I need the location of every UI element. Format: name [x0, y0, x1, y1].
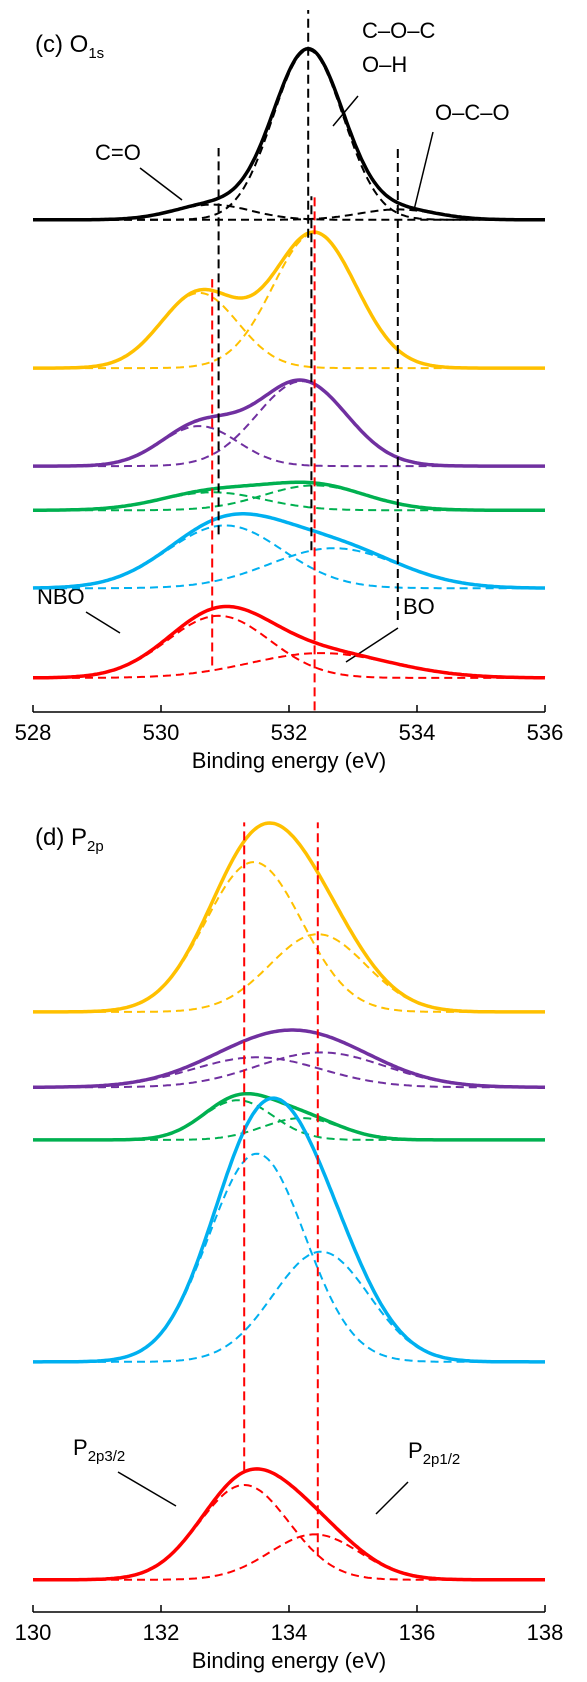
x-tick-label: 536: [527, 720, 564, 745]
annotation-main: P: [73, 1435, 88, 1460]
component-peak: [33, 1056, 545, 1089]
annotation: BO: [403, 594, 435, 619]
leader: [375, 1481, 409, 1515]
leader: [332, 95, 359, 127]
leader: [139, 167, 183, 201]
component-peak: [33, 1116, 545, 1141]
fitted-envelope: [33, 1467, 545, 1582]
x-tick-label: 130: [15, 1620, 52, 1645]
title-main: (c) O: [35, 31, 88, 58]
component-peak: [33, 1152, 545, 1363]
x-axis-title: Binding energy (eV): [192, 1648, 386, 1673]
x-tick-label: 528: [15, 720, 52, 745]
component-peak: [33, 1483, 545, 1581]
fitted-envelope: [33, 378, 545, 468]
leader: [85, 611, 121, 634]
component-peak: [33, 425, 545, 468]
annotation: P2p1/2: [408, 1438, 460, 1468]
title-main: (d) P: [35, 824, 87, 851]
component-peak: [33, 1250, 545, 1363]
fitted-envelope: [33, 604, 546, 680]
fitted-envelope: [33, 1091, 545, 1142]
x-axis-title: Binding energy (eV): [192, 748, 386, 773]
leader: [117, 1471, 177, 1507]
annotation-sub: 2p3/2: [88, 1448, 126, 1465]
x-tick-label: 136: [399, 1620, 436, 1645]
component-peak: [33, 614, 545, 679]
panel-title: (c) O1s: [35, 31, 104, 62]
annotation-main: P: [408, 1438, 423, 1463]
fitted-envelope: [33, 1028, 545, 1089]
fitted-envelope: [32, 512, 545, 590]
fitted-envelope: [33, 480, 545, 512]
annotation-sub: 2p1/2: [423, 1451, 461, 1468]
x-tick-label: 534: [399, 720, 436, 745]
title-sub: 1s: [88, 45, 104, 62]
component-peak: [33, 291, 545, 370]
component-peak: [33, 861, 545, 1013]
leader: [413, 131, 434, 211]
fitted-envelope: [33, 230, 545, 370]
fitted-envelope: [33, 46, 545, 222]
component-peak: [33, 1051, 545, 1089]
component-peak: [32, 524, 545, 590]
x-tick-label: 138: [527, 1620, 564, 1645]
x-tick-label: 134: [271, 1620, 308, 1645]
fitted-envelope: [33, 821, 545, 1014]
annotation: C–O–C: [362, 18, 435, 43]
annotation: O–C–O: [435, 100, 510, 125]
annotation: P2p3/2: [73, 1435, 125, 1465]
leader: [345, 627, 399, 663]
component-peak: [33, 933, 545, 1013]
x-tick-label: 530: [143, 720, 180, 745]
title-sub: 2p: [87, 838, 104, 855]
annotation: C=O: [95, 140, 141, 165]
component-peak: [33, 1533, 545, 1581]
annotation: O–H: [362, 52, 407, 77]
component-peak: [33, 547, 545, 590]
x-tick-label: 132: [143, 1620, 180, 1645]
component-peak: [33, 380, 545, 468]
panel-title: (d) P2p: [35, 824, 104, 855]
x-tick-label: 532: [271, 720, 308, 745]
fitted-envelope: [33, 1096, 545, 1364]
